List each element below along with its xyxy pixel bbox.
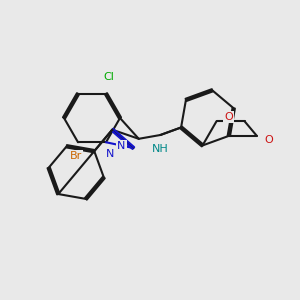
- Text: Br: Br: [70, 151, 82, 161]
- Text: NH: NH: [152, 144, 169, 154]
- Text: Cl: Cl: [103, 72, 114, 82]
- Text: O: O: [265, 135, 273, 145]
- Text: O: O: [224, 112, 233, 122]
- Text: N: N: [106, 149, 114, 159]
- Text: N: N: [117, 141, 126, 151]
